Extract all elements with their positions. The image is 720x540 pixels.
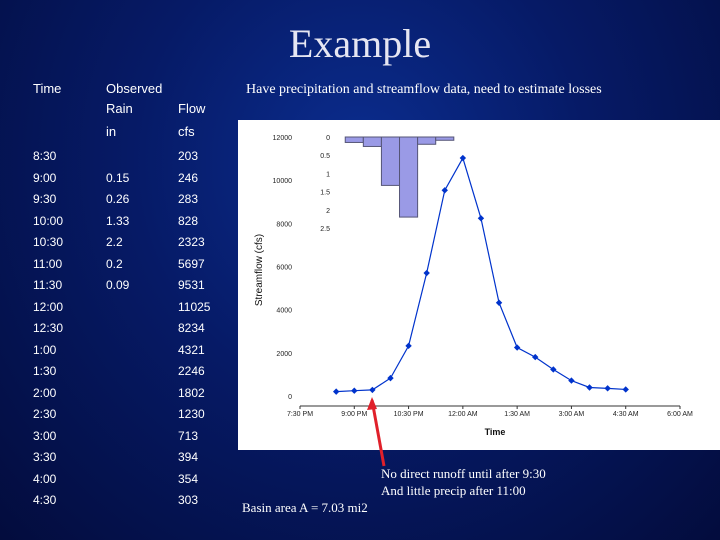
streamflow-point [351,387,358,394]
y-tick-label: 8000 [276,221,292,228]
precip-tick-label: 2.5 [320,226,330,233]
y-tick-label: 12000 [273,135,293,142]
y-axis-title: Streamflow (cfs) [254,234,265,306]
x-tick-label: 7:30 PM [287,411,313,418]
x-tick-label: 6:00 AM [667,411,693,418]
y-tick-label: 10000 [273,178,293,185]
streamflow-point [604,385,611,392]
table-cell-flow: 5697 [178,256,205,271]
table-cell-time: 12:00 [33,299,64,314]
precip-tick-label: 0.5 [320,153,330,160]
table-cell-rain: 0.09 [106,278,130,292]
x-tick-label: 3:00 AM [559,411,585,418]
header-time: Time [33,81,62,96]
table-cell-time: 9:00 [33,170,57,185]
precip-tick-label: 1.5 [320,190,330,197]
table-cell-flow: 4321 [178,342,205,357]
table-cell-flow: 828 [178,213,199,228]
x-tick-label: 9:00 PM [341,411,367,418]
header-rain: Rain [106,101,133,116]
table-cell-rain: 0.2 [106,256,123,271]
table-cell-time: 9:30 [33,192,57,206]
precip-tick-label: 2 [326,208,330,215]
table-cell-flow: 283 [178,192,199,206]
table-cell-time: 4:00 [33,471,57,486]
table-cell-flow: 303 [178,493,199,507]
table-cell-time: 11:30 [33,278,63,292]
streamflow-point [441,187,448,194]
table-cell-flow: 246 [178,170,199,185]
slide-title: Example [288,21,432,66]
table-cell-flow: 1230 [178,407,205,421]
hydrograph-chart: 0 0.5 1 1.5 2 2.5 0 2000 4000 6000 8000 10000 12000 S… [238,120,720,450]
table-cell-time: 12:30 [33,321,64,335]
precip-tick-label: 1 [326,171,330,178]
streamflow-point [568,377,575,384]
y-tick-label: 4000 [276,308,292,315]
precip-bar [435,136,455,141]
table-cell-flow: 2246 [178,364,205,378]
x-tick-label: 10:30 PM [394,411,424,418]
header-flow-unit: cfs [178,124,195,139]
table-cell-time: 11:00 [33,256,63,271]
streamflow-point [477,215,485,222]
header-flow: Flow [178,101,206,116]
streamflow-point [495,299,503,306]
table-cell-time: 4:30 [33,493,57,507]
y-tick-label: 2000 [276,351,292,358]
table-cell-rain: 0.15 [106,170,130,185]
x-tick-label: 12:00 AM [448,411,478,418]
table-cell-rain: 2.2 [106,235,123,249]
table-cell-flow: 713 [178,428,199,443]
y-tick-label: 0 [288,394,292,401]
table-cell-time: 8:30 [33,149,57,163]
x-tick-label: 4:30 AM [613,411,639,418]
basin-area-note: Basin area A = 7.03 mi2 [242,500,368,515]
table-cell-flow: 2323 [178,235,205,249]
annotation-note-1: No direct runoff until after 9:30 [381,466,546,481]
streamflow-point [332,388,340,395]
table-cell-time: 3:00 [33,428,57,443]
precip-bar [399,136,419,218]
slide-subtitle: Have precipitation and streamflow data, … [246,82,602,97]
table-cell-flow: 8234 [178,321,205,335]
table-cell-flow: 11025 [178,299,211,314]
annotation-arrow-head [367,397,377,410]
header-observed: Observed [106,81,163,96]
streamflow-point [387,374,394,382]
table-cell-time: 10:00 [33,213,64,228]
annotation-note-2: And little precip after 11:00 [381,483,526,498]
table-cell-time: 1:00 [33,342,57,357]
streamflow-point [586,384,593,391]
table-cell-rain: 0.26 [106,192,130,206]
table-cell-rain: 1.33 [106,213,130,228]
streamflow-point [405,342,412,350]
table-cell-flow: 9531 [178,278,205,292]
table-cell-time: 10:30 [33,235,64,249]
table-cell-time: 2:30 [33,407,57,421]
streamflow-point [423,269,430,277]
precip-tick-label: 0 [326,135,330,142]
table-cell-flow: 394 [178,450,199,464]
x-axis-title: Time [485,427,506,437]
annotation-arrow-line [370,399,386,467]
table-cell-time: 2:00 [33,385,57,400]
table-cell-flow: 1802 [178,385,205,400]
y-tick-label: 6000 [276,265,292,272]
hydrograph-svg: 0 0.5 1 1.5 2 2.5 0 2000 4000 6000 8000 10000 12000 S… [254,135,693,437]
table-cell-flow: 354 [178,471,199,486]
table-cell-time: 1:30 [33,364,57,378]
table-cell-flow: 203 [178,149,199,163]
x-tick-label: 1:30 AM [504,411,530,418]
table-cell-time: 3:30 [33,450,57,464]
header-rain-unit: in [106,124,117,139]
